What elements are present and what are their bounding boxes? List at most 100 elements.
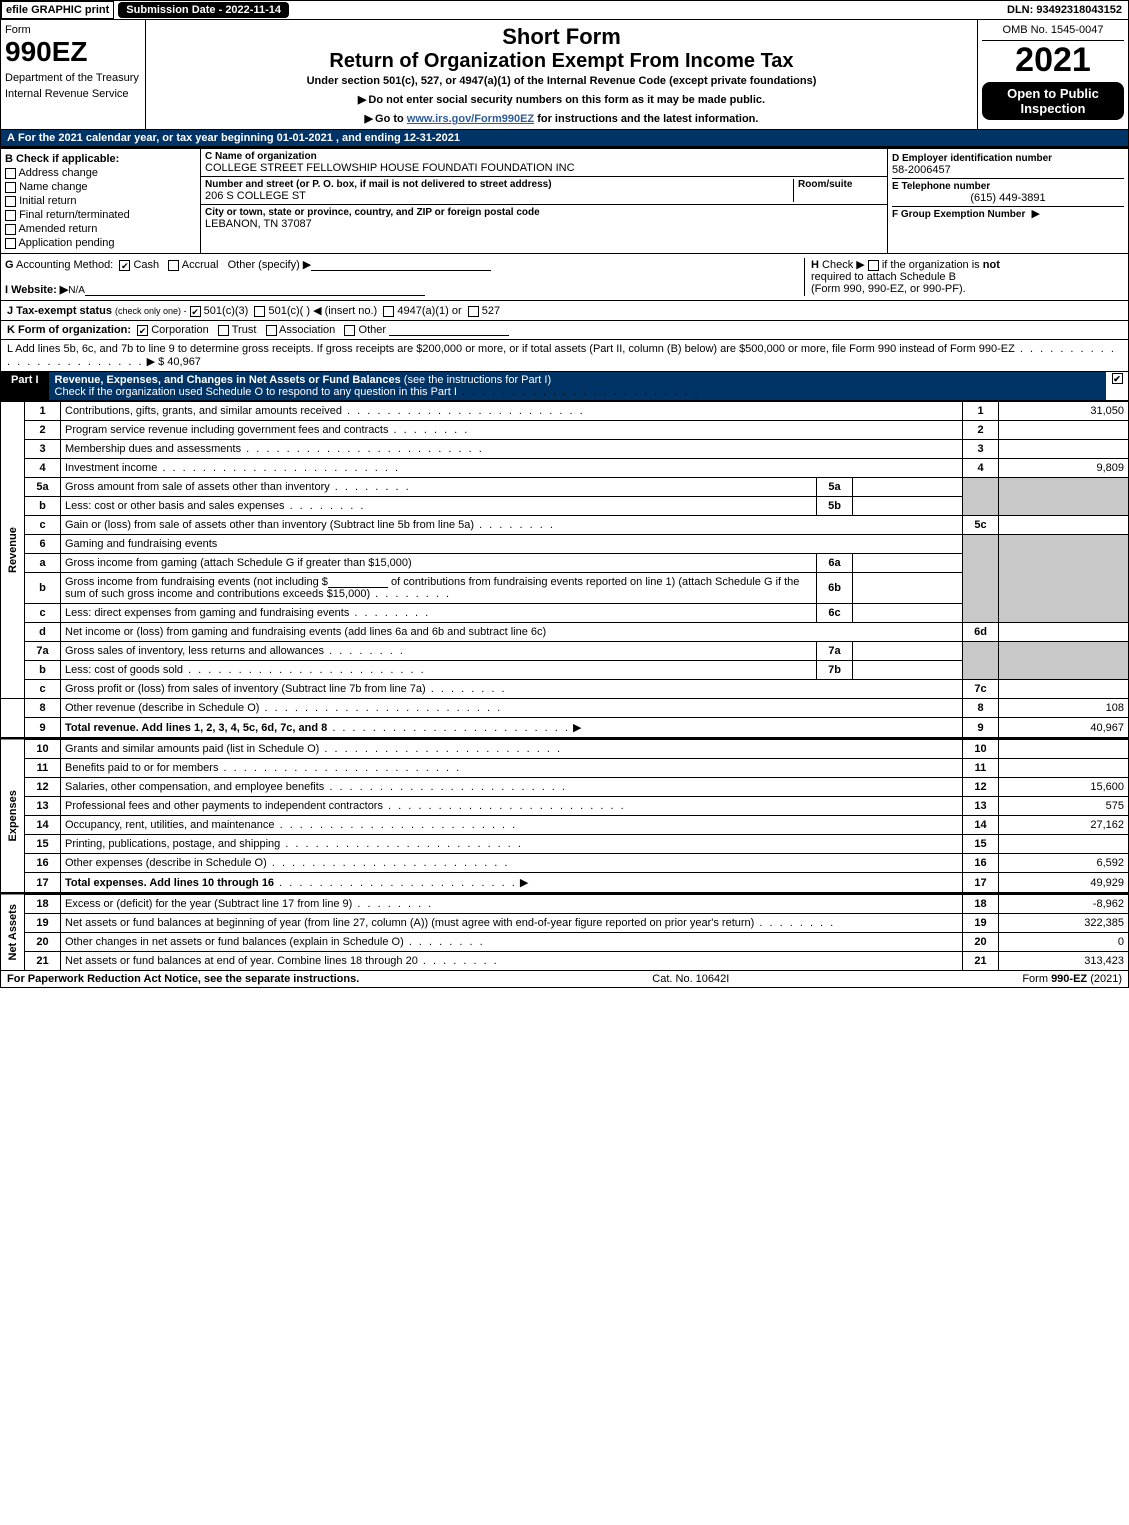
b-header: Check if applicable: [16, 153, 119, 165]
cb-501c3[interactable] [190, 306, 201, 317]
l2-num: 2 [25, 421, 61, 440]
l5c-rnum: 5c [963, 516, 999, 535]
goto-link[interactable]: www.irs.gov/Form990EZ [407, 113, 534, 125]
l21-rnum: 21 [963, 952, 999, 971]
l7a-desc: Gross sales of inventory, less returns a… [65, 645, 324, 657]
k-corp: Corporation [151, 324, 208, 336]
l5ab-grey [963, 478, 999, 516]
cb-final-label: Final return/terminated [19, 209, 130, 221]
cb-pending-label: Application pending [18, 237, 114, 249]
c-label: C Name of organization [205, 151, 883, 162]
l20-rnum: 20 [963, 933, 999, 952]
footer-left: For Paperwork Reduction Act Notice, see … [7, 973, 359, 985]
l16-desc: Other expenses (describe in Schedule O) [65, 857, 267, 869]
form-header: Form 990EZ Department of the Treasury In… [0, 20, 1129, 130]
cb-pending[interactable]: Application pending [5, 237, 196, 249]
l19-num: 19 [25, 914, 61, 933]
l19-desc: Net assets or fund balances at beginning… [65, 917, 754, 929]
l7b-desc: Less: cost of goods sold [65, 664, 183, 676]
l21-desc: Net assets or fund balances at end of ye… [65, 955, 418, 967]
efile-print-button[interactable]: efile GRAPHIC print [1, 1, 114, 19]
line-5c: c Gain or (loss) from sale of assets oth… [1, 516, 1129, 535]
line-17: 17 Total expenses. Add lines 10 through … [1, 873, 1129, 893]
l7c-val [999, 680, 1129, 699]
line-15: 15 Printing, publications, postage, and … [1, 835, 1129, 854]
footer-form: Form 990-EZ (2021) [1022, 973, 1122, 985]
l2-desc: Program service revenue including govern… [65, 424, 388, 436]
cb-527[interactable] [468, 306, 479, 317]
j-4947: 4947(a)(1) or [397, 305, 461, 317]
line-12: 12 Salaries, other compensation, and emp… [1, 778, 1129, 797]
k-other-underline [389, 335, 509, 336]
cb-initial-label: Initial return [19, 195, 76, 207]
l11-val [999, 759, 1129, 778]
l4-num: 4 [25, 459, 61, 478]
l17-val: 49,929 [999, 873, 1129, 893]
cb-final-return[interactable]: Final return/terminated [5, 209, 196, 221]
cb-other[interactable] [344, 325, 355, 336]
city-value: LEBANON, TN 37087 [205, 218, 883, 230]
line-6b: b Gross income from fundraising events (… [1, 573, 1129, 604]
revenue-table: Revenue 1 Contributions, gifts, grants, … [0, 401, 1129, 738]
l7c-num: c [25, 680, 61, 699]
b-right-info: D Employer identification number 58-2006… [888, 149, 1128, 253]
l6-grey [963, 535, 999, 623]
line-18: Net Assets 18 Excess or (deficit) for th… [1, 894, 1129, 914]
l5ab-grey2 [999, 478, 1129, 516]
l11-rnum: 11 [963, 759, 999, 778]
l18-desc: Excess or (deficit) for the year (Subtra… [65, 898, 352, 910]
cb-trust[interactable] [218, 325, 229, 336]
cb-initial-return[interactable]: Initial return [5, 195, 196, 207]
l6a-num: a [25, 554, 61, 573]
part1-title: Revenue, Expenses, and Changes in Net As… [55, 374, 401, 386]
footer-form-pre: Form [1022, 973, 1051, 985]
l6c-num: c [25, 604, 61, 623]
section-b-block: B Check if applicable: Address change Na… [0, 147, 1129, 254]
l14-rnum: 14 [963, 816, 999, 835]
b-org-info: C Name of organization COLLEGE STREET FE… [201, 149, 888, 253]
row-l: L Add lines 5b, 6c, and 7b to line 9 to … [0, 340, 1129, 372]
dept-irs: Internal Revenue Service [5, 88, 141, 100]
cb-address-change[interactable]: Address change [5, 167, 196, 179]
cb-corp[interactable] [137, 325, 148, 336]
line-7b: b Less: cost of goods sold 7b [1, 661, 1129, 680]
l1-desc: Contributions, gifts, grants, and simila… [65, 405, 342, 417]
f-arrow-icon: ▶ [1031, 208, 1039, 220]
line-2: 2 Program service revenue including gove… [1, 421, 1129, 440]
l3-rnum: 3 [963, 440, 999, 459]
l6a-snum: 6a [817, 554, 853, 573]
l1-num: 1 [25, 402, 61, 421]
h-text1: Check ▶ [822, 259, 865, 271]
l4-val: 9,809 [999, 459, 1129, 478]
l10-num: 10 [25, 739, 61, 759]
g-other: Other (specify) ▶ [228, 259, 312, 271]
cb-assoc[interactable] [266, 325, 277, 336]
l11-desc: Benefits paid to or for members [65, 762, 218, 774]
l10-val [999, 739, 1129, 759]
line-7a: 7a Gross sales of inventory, less return… [1, 642, 1129, 661]
g-other-input[interactable] [311, 270, 491, 271]
line-5b: b Less: cost or other basis and sales ex… [1, 497, 1129, 516]
l7a-num: 7a [25, 642, 61, 661]
l7-grey [963, 642, 999, 680]
cb-amended[interactable]: Amended return [5, 223, 196, 235]
l6b-num: b [25, 573, 61, 604]
cb-h[interactable] [868, 260, 879, 271]
header-right: OMB No. 1545-0047 2021 Open to Public In… [978, 20, 1128, 129]
cb-4947[interactable] [383, 306, 394, 317]
cb-cash[interactable] [119, 260, 130, 271]
l13-rnum: 13 [963, 797, 999, 816]
cb-name-change[interactable]: Name change [5, 181, 196, 193]
l20-val: 0 [999, 933, 1129, 952]
k-trust: Trust [232, 324, 257, 336]
cb-501c[interactable] [254, 306, 265, 317]
l3-val [999, 440, 1129, 459]
part1-checkbox[interactable] [1106, 372, 1128, 400]
l5b-snum: 5b [817, 497, 853, 516]
l18-num: 18 [25, 894, 61, 914]
i-website: N/A [68, 285, 85, 296]
cb-accrual[interactable] [168, 260, 179, 271]
l5a-desc: Gross amount from sale of assets other t… [65, 481, 330, 493]
l15-val [999, 835, 1129, 854]
line-7c: c Gross profit or (loss) from sales of i… [1, 680, 1129, 699]
